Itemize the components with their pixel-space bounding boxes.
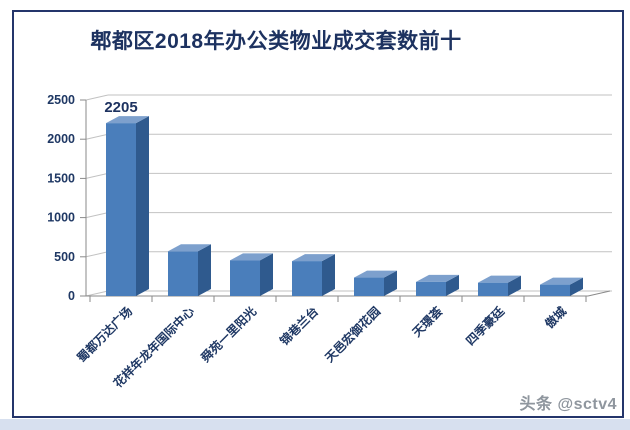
bar-side-face — [198, 244, 211, 296]
bar-top-face — [416, 274, 459, 282]
y-tick-label: 2000 — [47, 132, 75, 146]
category-label: 舜苑一里阳光 — [198, 304, 260, 366]
bar — [168, 251, 198, 296]
floor-right-edge — [587, 290, 611, 297]
bar — [416, 281, 446, 296]
bar-side-face — [508, 275, 521, 296]
gridline-connector — [85, 290, 109, 297]
bar — [230, 260, 260, 296]
bar-data-label: 2205 — [104, 99, 137, 116]
bar-top-face — [540, 277, 583, 285]
bar — [354, 277, 384, 296]
y-tick-label: 1000 — [47, 211, 75, 225]
category-label: 傲城 — [542, 304, 570, 332]
bar — [106, 123, 136, 297]
page-bottom-strip — [0, 419, 630, 430]
gridline-connector — [85, 133, 109, 140]
bar-side-face — [446, 274, 459, 296]
bar-side-face — [136, 116, 149, 297]
watermark: 头条 @sctv4 — [519, 396, 617, 413]
bar — [540, 284, 570, 296]
bar-top-face — [168, 244, 211, 252]
bar-side-face — [570, 277, 583, 296]
category-label: 四季豪廷 — [463, 303, 508, 348]
bar-side-face — [322, 254, 335, 296]
bar-top-face — [106, 116, 149, 124]
bar-top-face — [478, 275, 521, 283]
y-tick-label: 1500 — [47, 171, 75, 185]
category-label: 锦巷兰台 — [277, 304, 322, 349]
gridline-connector — [85, 251, 109, 258]
category-label: 天邑宏御花园 — [322, 304, 384, 366]
category-label: 蜀都万达广场 — [74, 304, 136, 366]
bar-top-face — [230, 253, 273, 261]
gridline-connector — [85, 172, 109, 179]
bar-side-face — [384, 270, 397, 296]
bar-side-face — [260, 253, 273, 296]
bar-chart-3d: 05001000150020002500 2205蜀都万达广场花样年龙年国际中心舜… — [47, 93, 612, 390]
chart-title: 郫都区2018年办公类物业成交套数前十 — [90, 30, 462, 53]
y-tick-label: 500 — [54, 250, 75, 264]
y-tick-label: 2500 — [47, 93, 75, 107]
gridline-connector — [85, 94, 109, 101]
bar — [292, 261, 322, 296]
y-tick-label: 0 — [68, 289, 75, 303]
bar — [478, 282, 508, 296]
category-label: 天璟荟 — [409, 303, 446, 340]
bar-top-face — [354, 270, 397, 278]
gridline-connector — [85, 212, 109, 219]
chart-card: 郫都区2018年办公类物业成交套数前十 0 500 1000 1500 2000 2500… — [12, 10, 624, 418]
bar-top-face — [292, 254, 335, 262]
